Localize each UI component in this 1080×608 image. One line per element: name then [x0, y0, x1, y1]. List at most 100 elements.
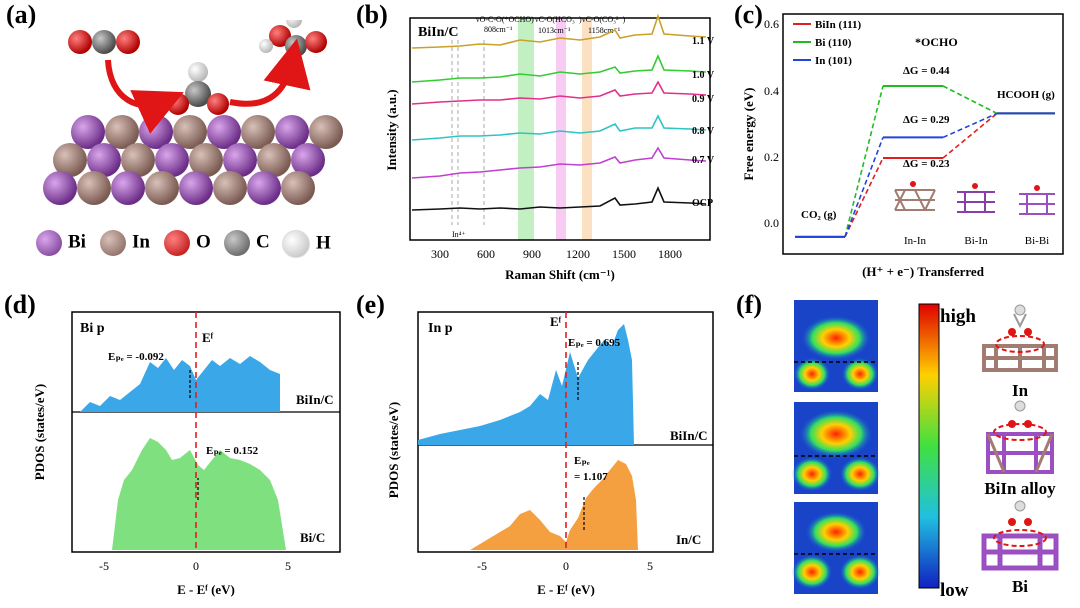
fe-connector-2-1: [942, 112, 998, 139]
panel-d-bi-pdos: Bi p Eᶠ Eₚₑ = -0.092 BiIn/C Eₚₑ = 0.152 …: [0, 300, 355, 603]
raman-xtick-1500: 1500: [612, 247, 636, 261]
legend-o: O: [164, 230, 211, 256]
fe-state-hcooh: HCOOH (g): [997, 89, 1055, 101]
fe-state-ocho: *OCHO: [915, 35, 958, 49]
pdos-d-xlabel: E - Eᶠ (eV): [177, 582, 235, 597]
fe-ylabel: Free energy (eV): [741, 88, 756, 181]
pdos-e-xlabel: E - Eᶠ (eV): [537, 582, 595, 597]
slab-row-2: [53, 143, 325, 177]
pdos-d-xtick-0: 0: [193, 559, 199, 573]
fe-dg-in: ΔG = 0.29: [903, 114, 950, 126]
fe-connector-0-0: [844, 157, 884, 238]
structure-biin: [986, 400, 1054, 474]
fe-ytick-0: 0.0: [764, 216, 779, 230]
peak-label-3: νC-O(HCO₃⁻): [535, 15, 582, 24]
fe-structure-bi-bi: [1019, 185, 1055, 215]
band-1013: [556, 18, 566, 240]
pdos-e-ylabel: PDOS (states/eV): [386, 402, 401, 498]
curve-label-1-0v: 1.0 V: [692, 70, 715, 81]
pdos-e-top-name: BiIn/C: [670, 428, 708, 443]
panel-label-c: (c): [734, 0, 763, 29]
curve-1-0v: [411, 53, 707, 83]
curve-0-8v: [411, 114, 707, 141]
fe-struct-label-bi-in: Bi-In: [964, 235, 988, 247]
fe-dg-biin: ΔG = 0.23: [903, 158, 950, 170]
fe-connector-2-0: [844, 137, 884, 238]
curve-1-1v: [411, 13, 707, 49]
pdos-e-top-epc: Eₚₑ = 0.695: [568, 337, 621, 349]
fe-ytick-1: 0.2: [764, 150, 779, 164]
pdos-d-top-name: BiIn/C: [296, 392, 334, 407]
curve-0-9v: [411, 80, 707, 105]
panel-e-in-pdos: In p Eᶠ Eₚₑ = 0.695 BiIn/C Eₚₑ = 1.107 I…: [370, 300, 735, 603]
slab-row-3: [43, 171, 315, 205]
fe-dg-bi: ΔG = 0.44: [903, 65, 950, 77]
atom-legend: Bi In O C H: [30, 228, 350, 260]
fe-legend-in: In (101): [815, 55, 852, 67]
legend-h: H: [282, 230, 331, 258]
fe-connector-1-0: [844, 85, 884, 238]
panel-label-a: (a): [6, 0, 37, 29]
raman-sample-label: BiIn/C: [418, 25, 458, 40]
curve-label-ocp: OCP: [692, 198, 713, 209]
fe-axes: [782, 13, 1064, 255]
panel-a-schematic: Bi In O C H: [30, 12, 350, 290]
curve-label-1-1v: 1.1 V: [692, 36, 715, 47]
legend-c: C: [224, 230, 270, 256]
raman-xtick-1200: 1200: [566, 247, 590, 261]
pdos-d-ylabel: PDOS (states/eV): [32, 384, 47, 480]
pdos-d-xtick-m5: -5: [99, 559, 109, 573]
structure-bi: [981, 500, 1059, 571]
density-map-biin: [792, 402, 880, 494]
peak-label-1: νO-C-O(*OCHO): [476, 15, 534, 24]
curve-ocp: [411, 185, 707, 211]
pdos-d-top-fill: [72, 356, 280, 412]
peak-label-2: 808cm⁻¹: [484, 25, 513, 34]
fe-xlabel: (H⁺ + e⁻) Transferred: [862, 264, 985, 279]
pdos-e-orbital: In p: [428, 321, 453, 336]
pdos-d-bottom-name: Bi/C: [300, 530, 325, 545]
raman-xlabel: Raman Shift (cm⁻¹): [505, 267, 615, 282]
co2-molecule: [68, 30, 140, 54]
fe-levels: [795, 85, 1055, 238]
pdos-d-xtick-5: 5: [285, 559, 291, 573]
struct-label-in: In: [1012, 381, 1029, 400]
panel-label-e: (e): [356, 290, 385, 319]
color-scale-bar: [918, 303, 940, 589]
hcooh-molecule: [259, 12, 327, 57]
raman-xtick-1800: 1800: [658, 247, 682, 261]
fe-struct-label-in-in: In-In: [904, 235, 926, 247]
pdos-d-bottom-fill: [112, 438, 286, 550]
fe-structure-bi-in: [957, 183, 995, 213]
pdos-d-top-epc: Eₚₑ = -0.092: [108, 351, 164, 363]
pdos-e-bottom-name: In/C: [676, 532, 701, 547]
peak-label-5: νC-O(CO₃²⁻): [582, 15, 626, 24]
fe-struct-label-bi-bi: Bi-Bi: [1025, 235, 1049, 247]
pdos-e-top-fill: [418, 324, 634, 445]
fe-connector-1-1: [942, 85, 998, 115]
raman-axes: [409, 17, 711, 241]
panel-label-f: (f): [736, 290, 762, 319]
pdos-e-ef-label: Eᶠ: [550, 314, 562, 329]
panel-label-d: (d): [4, 290, 36, 319]
curve-label-0-7v: 0.7 V: [692, 155, 715, 166]
struct-label-biin: BiIn alloy: [984, 479, 1056, 498]
peak-label-6: 1158cm⁻¹: [588, 26, 621, 35]
pdos-e-xtick-m5: -5: [477, 559, 487, 573]
density-map-bi: [792, 502, 880, 594]
panel-f-charge-density: high low In BiIn alloy Bi: [736, 296, 1080, 603]
curve-label-0-9v: 0.9 V: [692, 94, 715, 105]
fe-ytick-2: 0.4: [764, 84, 779, 98]
ocho-intermediate: [167, 62, 229, 115]
band-1158: [582, 18, 592, 240]
fe-connector-0-1: [942, 112, 998, 159]
pdos-e-xtick-0: 0: [563, 559, 569, 573]
fe-structure-in-in: [894, 181, 936, 211]
raman-ylabel: Intensity (a.u.): [384, 89, 399, 170]
panel-b-raman: BiIn/C νO-C-O(*OCHO) 808cm⁻¹ νC-O(HCO₃⁻)…: [370, 0, 735, 290]
raman-xtick-900: 900: [523, 247, 541, 261]
raman-xtick-300: 300: [431, 247, 449, 261]
desorption-arrow: [229, 38, 311, 107]
pdos-d-ef-label: Eᶠ: [202, 330, 214, 345]
pdos-e-bottom-epc-b: = 1.107: [574, 471, 608, 483]
